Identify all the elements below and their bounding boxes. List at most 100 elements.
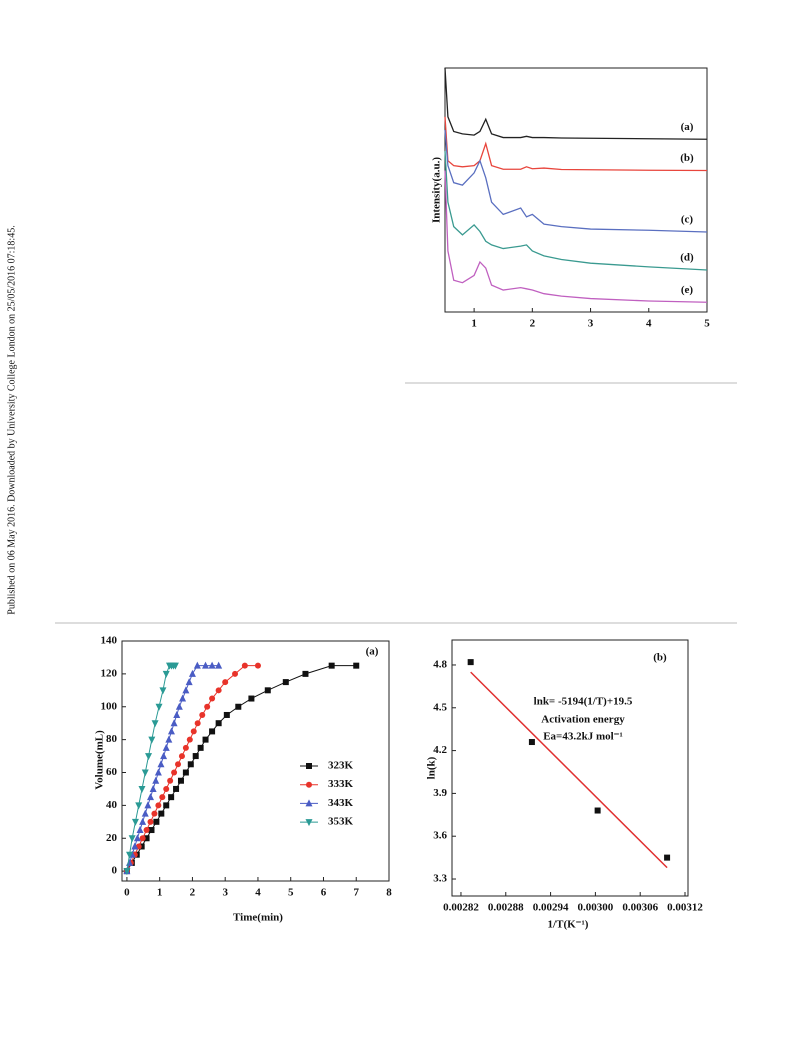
x-tick-label: 3 — [222, 887, 228, 899]
x-tick-label: 4 — [646, 318, 652, 330]
y-axis-label: Volume(mL) — [94, 730, 106, 790]
annotation: (a) — [366, 646, 379, 658]
legend-marker — [306, 781, 312, 788]
plot-frame — [451, 639, 689, 897]
point — [155, 802, 162, 809]
point — [188, 669, 196, 677]
point — [182, 769, 189, 776]
point — [173, 710, 181, 718]
point — [179, 694, 187, 702]
point — [143, 827, 150, 834]
point — [145, 753, 153, 761]
point — [136, 826, 144, 834]
point — [223, 711, 230, 718]
series-line — [444, 67, 708, 140]
plot-frame — [444, 67, 708, 313]
point — [152, 776, 160, 784]
point — [141, 769, 149, 777]
point — [163, 802, 170, 809]
point — [353, 662, 360, 669]
point — [248, 695, 255, 702]
series-line — [126, 665, 176, 872]
point — [128, 835, 136, 843]
x-axis-label: 1/T(K⁻¹) — [548, 919, 589, 931]
point — [177, 777, 184, 784]
point — [594, 807, 601, 814]
point — [171, 769, 178, 776]
point — [126, 851, 134, 859]
legend-label: 323K — [328, 760, 354, 772]
point — [167, 727, 175, 735]
point — [182, 686, 190, 694]
point — [241, 662, 248, 669]
annotation: Ea=43.2kJ mol⁻¹ — [543, 731, 623, 743]
point — [186, 736, 193, 743]
plot-frame — [121, 640, 390, 882]
y-tick-label: 4.8 — [433, 659, 447, 671]
point — [209, 728, 216, 735]
y-tick-label: 0 — [112, 865, 118, 877]
legend-marker — [306, 763, 312, 769]
x-tick-label: 2 — [190, 887, 196, 899]
point — [197, 744, 204, 751]
point — [170, 719, 178, 727]
series-line — [444, 170, 708, 303]
y-tick-label: 3.3 — [433, 873, 447, 885]
y-tick-label: 4.2 — [433, 744, 447, 756]
y-tick-label: 100 — [101, 700, 118, 712]
series-label: (d) — [680, 252, 694, 264]
point — [171, 662, 179, 670]
annotation: Activation energy — [541, 714, 625, 726]
x-tick-label: 0.00282 — [443, 902, 479, 914]
x-tick-label: 2 — [530, 318, 536, 330]
point — [148, 827, 155, 834]
y-tick-label: 3.6 — [433, 830, 447, 842]
point — [185, 678, 193, 686]
y-tick-label: 40 — [106, 799, 118, 811]
point — [158, 810, 165, 817]
side-text: Published on 06 May 2016. Downloaded by … — [6, 225, 17, 614]
series-line — [444, 116, 708, 172]
point — [215, 720, 222, 727]
point — [162, 670, 170, 678]
y-axis-label: ln(k) — [426, 756, 438, 779]
point — [173, 785, 180, 792]
x-tick-label: 1 — [157, 887, 163, 899]
point — [138, 785, 146, 793]
point — [155, 703, 163, 711]
series-line — [444, 129, 708, 233]
x-tick-label: 6 — [321, 887, 327, 899]
point — [151, 720, 159, 728]
point — [204, 703, 211, 710]
point — [232, 670, 239, 677]
x-axis-label: Time(min) — [233, 912, 283, 924]
point — [190, 728, 197, 735]
x-tick-label: 3 — [588, 318, 594, 330]
x-tick-label: 0 — [124, 887, 130, 899]
point — [282, 679, 289, 686]
point — [147, 793, 155, 801]
annotation: (b) — [653, 652, 667, 664]
point — [162, 743, 170, 751]
fit-line — [470, 671, 668, 869]
point — [215, 661, 223, 669]
legend-marker — [305, 819, 313, 827]
point — [202, 736, 209, 743]
legend-label: 333K — [328, 778, 354, 790]
legend-label: 353K — [328, 816, 354, 828]
y-tick-label: 4.5 — [433, 701, 447, 713]
point — [175, 761, 182, 768]
point — [147, 818, 154, 825]
point — [202, 661, 210, 669]
y-tick-label: 60 — [106, 766, 118, 778]
point — [302, 670, 309, 677]
point — [175, 702, 183, 710]
annotation: lnk= -5194(1/T)+19.5 — [534, 696, 633, 708]
point — [157, 760, 165, 768]
y-tick-label: 140 — [101, 635, 118, 647]
point — [328, 662, 335, 669]
point — [123, 868, 131, 876]
point — [194, 720, 201, 727]
x-tick-label: 5 — [704, 318, 710, 330]
x-tick-label: 0.00306 — [622, 902, 658, 914]
